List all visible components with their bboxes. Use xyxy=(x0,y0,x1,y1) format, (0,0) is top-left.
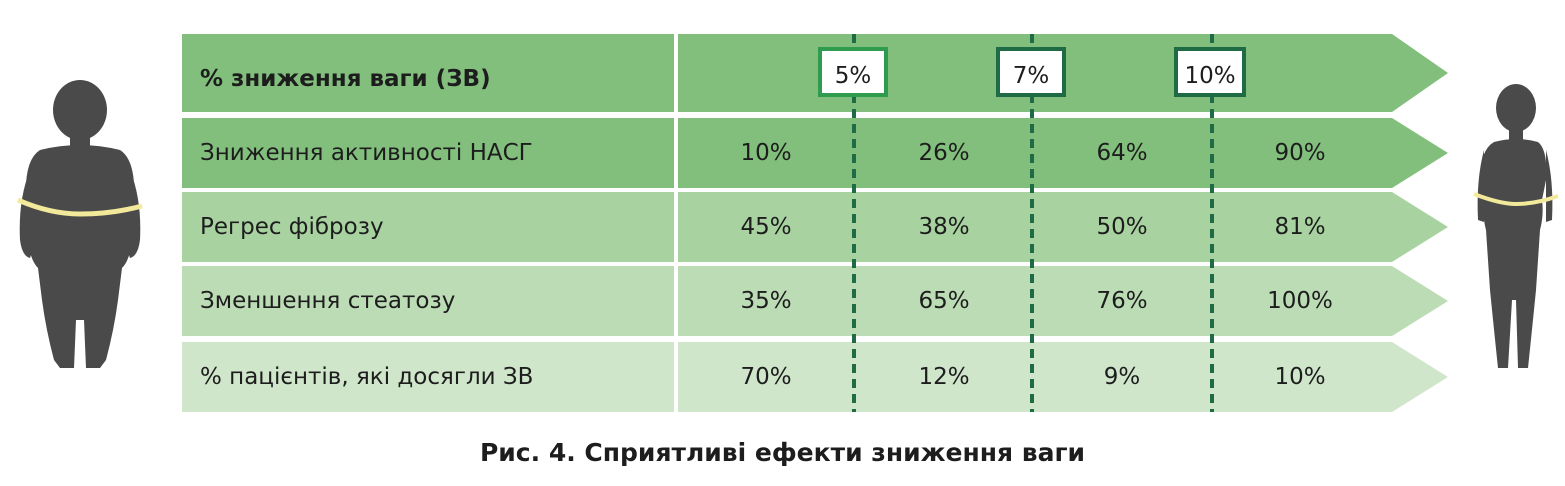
row2-label-bg xyxy=(182,192,674,262)
row3-arrow xyxy=(678,266,1448,336)
cell-r2-c4: 81% xyxy=(1274,214,1326,240)
row4-arrow xyxy=(678,342,1448,412)
row1-arrow xyxy=(678,118,1448,188)
obese-woman-silhouette-icon xyxy=(19,80,141,368)
cell-r4-c2: 12% xyxy=(918,364,970,390)
cell-r2-c2: 38% xyxy=(918,214,970,240)
cell-r3-c2: 65% xyxy=(918,288,970,314)
cell-r4-c4: 10% xyxy=(1274,364,1326,390)
row1-label-bg xyxy=(182,118,674,188)
row-label-nash: Зниження активності НАСГ xyxy=(200,140,533,166)
cell-r3-c4: 100% xyxy=(1267,288,1333,314)
threshold-badge-5: 5% xyxy=(818,47,888,97)
row4-label-bg xyxy=(182,342,674,412)
slim-woman-silhouette-icon xyxy=(1477,84,1553,368)
cell-r2-c1: 45% xyxy=(740,214,792,240)
cell-r3-c1: 35% xyxy=(740,288,792,314)
cell-r2-c3: 50% xyxy=(1096,214,1148,240)
threshold-badge-7: 7% xyxy=(996,47,1066,97)
cell-r1-c1: 10% xyxy=(740,140,792,166)
cell-r4-c3: 9% xyxy=(1103,364,1141,390)
cell-r1-c3: 64% xyxy=(1096,140,1148,166)
cell-r4-c1: 70% xyxy=(740,364,792,390)
threshold-badge-10: 10% xyxy=(1174,47,1246,97)
header-label-bg xyxy=(182,34,674,112)
cell-r1-c4: 90% xyxy=(1274,140,1326,166)
figure-caption: Рис. 4. Сприятливі ефекти зниження ваги xyxy=(479,438,1086,467)
row2-arrow xyxy=(678,192,1448,262)
row-label-steatosis: Зменшення стеатозу xyxy=(200,288,456,314)
row3-label-bg xyxy=(182,266,674,336)
row-label-patients: % пацієнтів, які досягли ЗВ xyxy=(200,364,534,390)
cell-r3-c3: 76% xyxy=(1096,288,1148,314)
row-label-fibrosis: Регрес фіброзу xyxy=(200,214,384,240)
left-tape xyxy=(16,197,143,217)
header-label: % зниження ваги (ЗВ) xyxy=(200,66,491,92)
cell-r1-c2: 26% xyxy=(918,140,970,166)
right-tape xyxy=(1473,192,1559,207)
